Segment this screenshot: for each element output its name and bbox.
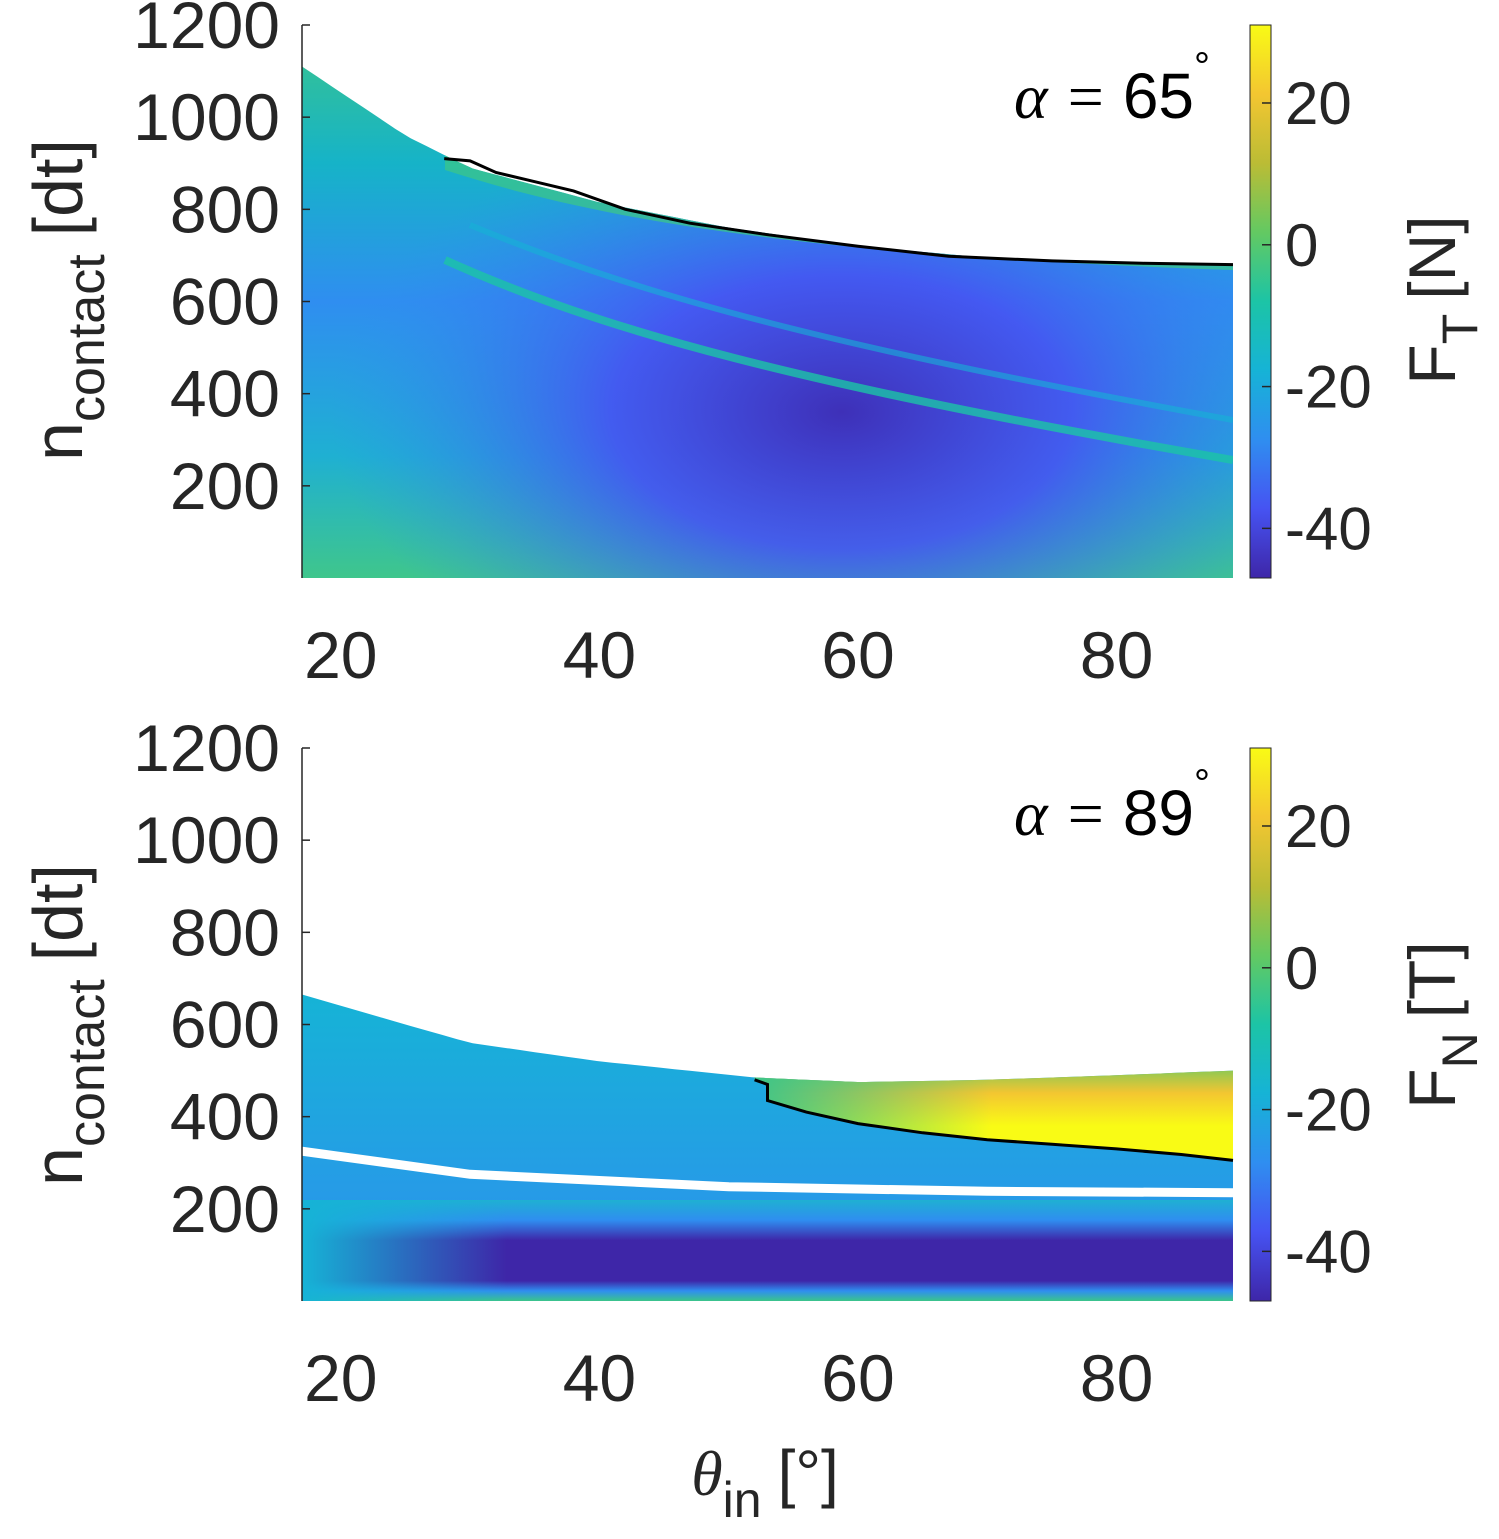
bottom-ylabel-sub: contact (58, 979, 116, 1147)
top-stripe-1 (443, 256, 1233, 464)
top-annotation-unit: ° (1194, 45, 1210, 89)
top-cb-label-main: F (1395, 344, 1469, 384)
bottom-contour-line (754, 1078, 1234, 1162)
bottom-ylabel-unit: [dt] (19, 864, 97, 961)
bottom-xlabel-main: θ (691, 1438, 722, 1509)
bottom-cbtick-label: -20 (1285, 1077, 1372, 1144)
top-colorbar (1249, 24, 1272, 579)
bottom-colorbar (1249, 747, 1272, 1302)
top-cbtick-label: -40 (1285, 495, 1372, 562)
bottom-ytick-label: 200 (170, 1172, 280, 1246)
top-annotation-value: 65 (1123, 60, 1194, 132)
bottom-cb-label-sub: N (1432, 1032, 1488, 1068)
top-stripe-2 (468, 222, 1233, 423)
bottom-xlabel-sub: in (723, 1472, 762, 1528)
top-cb-label-sub: T (1432, 314, 1488, 345)
top-cbtick-label: 0 (1285, 212, 1318, 279)
top-annotation: α = 65° (1014, 45, 1210, 132)
top-ytick-label: 600 (170, 265, 280, 339)
top-colorbar-label: FT [N] (1395, 215, 1488, 384)
bottom-ytick-label: 600 (170, 988, 280, 1062)
bottom-annotation-prefix: α = (1014, 778, 1123, 849)
bottom-annotation-value: 89 (1123, 777, 1194, 849)
top-ytick-label: 800 (170, 172, 280, 246)
top-xtick-label: 60 (821, 618, 894, 692)
bottom-ytick-label: 400 (170, 1080, 280, 1154)
top-ytick-label: 1200 (133, 0, 280, 62)
top-contour-line (444, 157, 1234, 267)
bottom-x-ticks: 20 40 60 80 (304, 1341, 1153, 1415)
bottom-colorbar-label: FN [T] (1395, 941, 1488, 1108)
top-cbtick-label: 20 (1285, 70, 1352, 137)
bottom-y-ticks: 200 400 600 800 1000 1200 (133, 711, 310, 1246)
bottom-ylabel-main: n (19, 1147, 97, 1186)
top-cb-label-unit: [N] (1395, 215, 1469, 299)
bottom-xtick-label: 60 (821, 1341, 894, 1415)
top-ylabel: ncontact [dt] (19, 139, 116, 461)
top-annotation-prefix: α = (1014, 61, 1123, 132)
bottom-ytick-label: 1200 (133, 711, 280, 785)
top-ylabel-unit: [dt] (19, 139, 97, 236)
top-cbtick-label: -20 (1285, 354, 1372, 421)
top-ytick-label: 400 (170, 357, 280, 431)
top-ylabel-main: n (19, 422, 97, 461)
bottom-xtick-label: 80 (1080, 1341, 1153, 1415)
top-colorbar-ticks: -40 -20 0 20 (1262, 70, 1372, 562)
bottom-xtick-label: 40 (563, 1341, 636, 1415)
bottom-gap-band (302, 1146, 1233, 1198)
bottom-cbtick-label: -40 (1285, 1218, 1372, 1285)
bottom-colorbar-ticks: -40 -20 0 20 (1262, 793, 1372, 1285)
top-ylabel-sub: contact (58, 254, 116, 422)
bottom-cb-label-unit: [T] (1395, 941, 1469, 1018)
bottom-ytick-label: 1000 (133, 803, 280, 877)
top-xtick-label: 40 (563, 618, 636, 692)
bottom-cb-label-main: F (1395, 1068, 1469, 1108)
bottom-annotation-unit: ° (1194, 762, 1210, 806)
bottom-xtick-label: 20 (304, 1341, 377, 1415)
top-xtick-label: 80 (1080, 618, 1153, 692)
top-y-ticks: 200 400 600 800 1000 1200 (133, 0, 310, 523)
bottom-ylabel: ncontact [dt] (19, 864, 116, 1186)
bottom-ytick-label: 800 (170, 895, 280, 969)
top-ytick-label: 200 (170, 449, 280, 523)
bottom-cbtick-label: 20 (1285, 793, 1352, 860)
top-xtick-label: 20 (304, 618, 377, 692)
top-x-ticks: 20 40 60 80 (304, 618, 1153, 692)
bottom-annotation: α = 89° (1014, 762, 1210, 849)
bottom-xlabel-unit: [°] (778, 1437, 839, 1509)
top-ytick-label: 1000 (133, 80, 280, 154)
bottom-xlabel: θin [°] (691, 1437, 839, 1528)
bottom-cbtick-label: 0 (1285, 935, 1318, 1002)
